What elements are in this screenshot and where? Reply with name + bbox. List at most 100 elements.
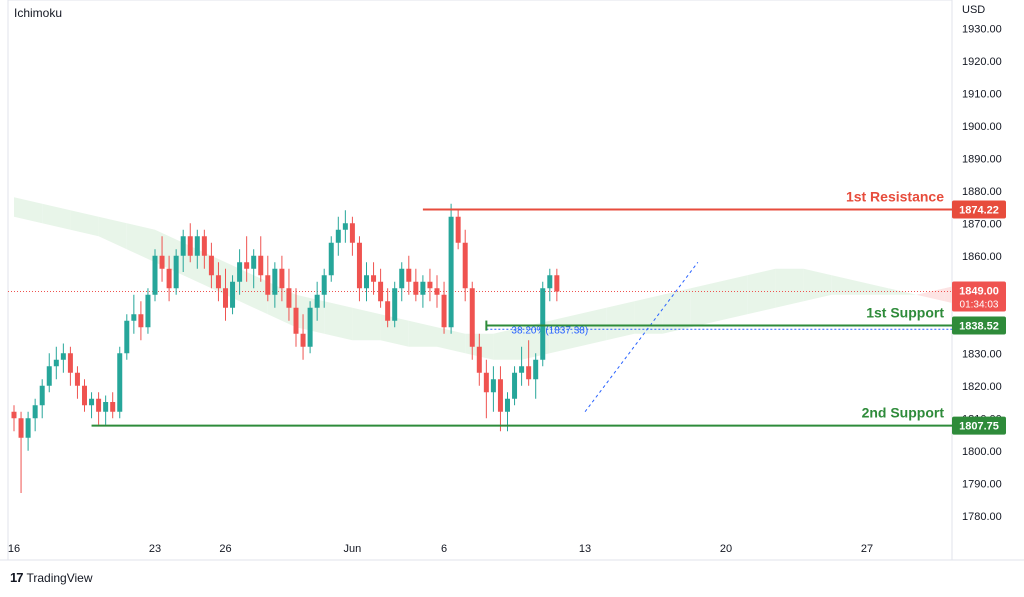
y-tick-label: 1780.00 — [962, 511, 1002, 523]
level-value-label: 1874.22 — [959, 205, 999, 217]
candle-body — [180, 236, 186, 256]
level-name-label: 1st Support — [866, 305, 944, 321]
candle-body — [187, 236, 193, 256]
cloud-segment — [634, 294, 663, 334]
candle-body — [265, 275, 271, 295]
candle-body — [476, 346, 482, 373]
candle-body — [434, 288, 440, 295]
candle-body — [364, 275, 369, 289]
cloud-segment — [803, 268, 832, 302]
candle-body — [96, 398, 102, 412]
x-tick-label: 13 — [579, 543, 591, 555]
candle-body — [378, 281, 384, 302]
candle-body — [39, 385, 45, 406]
candle-body — [230, 281, 236, 308]
candle-body — [349, 223, 355, 243]
fib-level-label: 38.20%(1837.38) — [511, 325, 588, 336]
cloud-segment — [352, 307, 381, 341]
level-value-label: 1838.52 — [959, 321, 999, 333]
candle-body — [145, 294, 151, 328]
candle-body — [272, 268, 278, 295]
candle-body — [32, 405, 38, 419]
candle-body — [223, 288, 228, 308]
candle-body — [448, 216, 454, 328]
candle-body — [300, 333, 306, 347]
y-tick-label: 1790.00 — [962, 478, 1002, 490]
cloud-segment — [690, 281, 719, 328]
candle-body — [314, 294, 320, 308]
ichimoku-cloud — [14, 197, 973, 360]
y-tick-label: 1830.00 — [962, 348, 1002, 360]
cloud-segment — [408, 320, 437, 347]
currency-label: USD — [962, 4, 986, 16]
candles — [11, 203, 560, 493]
cloud-segment — [324, 301, 353, 341]
y-tick-label: 1870.00 — [962, 218, 1002, 230]
candle-body — [540, 288, 546, 360]
y-tick-label: 1880.00 — [962, 186, 1002, 198]
x-tick-label: Jun — [344, 543, 362, 555]
level-value-badge — [952, 316, 1006, 335]
cloud-segment — [775, 268, 804, 308]
fib-trend-line — [584, 261, 699, 413]
candle-body — [74, 372, 80, 386]
cloud-segment — [549, 314, 578, 354]
cloud-segment — [98, 216, 127, 250]
candle-body — [67, 353, 73, 373]
current-price-badge — [952, 281, 1006, 312]
cloud-segment — [831, 275, 860, 295]
candle-body — [173, 255, 179, 289]
candle-body — [420, 281, 426, 295]
candle-body — [11, 411, 17, 419]
x-tick-label: 6 — [441, 543, 447, 555]
x-tick-label: 23 — [149, 543, 161, 555]
candle-body — [124, 320, 130, 354]
candle-body — [335, 229, 341, 243]
candle-body — [18, 418, 24, 438]
candle-body — [406, 268, 412, 282]
candle-body — [469, 288, 475, 347]
brand-name: TradingView — [26, 570, 93, 585]
candle-body — [490, 379, 496, 393]
candle-body — [293, 307, 299, 334]
tradingview-logo-icon: 17 — [10, 570, 24, 585]
candle-body — [554, 275, 560, 292]
level-name-label: 2nd Support — [862, 405, 945, 421]
candle-body — [497, 379, 503, 412]
candle-body — [237, 262, 243, 282]
cloud-segment — [916, 288, 945, 302]
countdown-label: 01:34:03 — [960, 300, 999, 311]
candle-body — [371, 275, 377, 282]
candle-body — [201, 236, 207, 256]
candle-body — [46, 366, 52, 386]
cloud-segment — [126, 223, 155, 263]
candle-body — [208, 255, 214, 276]
candle-body — [526, 366, 532, 380]
candle-body — [138, 314, 144, 328]
level-value-label: 1807.75 — [959, 421, 999, 433]
cloud-segment — [493, 327, 522, 360]
x-tick-label: 16 — [8, 543, 20, 555]
candle-body — [251, 255, 257, 269]
current-price-label: 1849.00 — [959, 286, 999, 298]
candle-body — [413, 281, 419, 295]
candle-body — [131, 314, 137, 321]
y-tick-label: 1930.00 — [962, 23, 1002, 35]
x-tick-label: 26 — [219, 543, 231, 555]
candle-body — [321, 275, 327, 295]
candle-body — [117, 353, 123, 412]
indicator-label[interactable]: Ichimoku — [14, 6, 63, 20]
candle-body — [519, 366, 525, 373]
y-tick-label: 1800.00 — [962, 446, 1002, 458]
tradingview-brand[interactable]: 17 TradingView — [10, 570, 93, 585]
candle-body — [356, 242, 362, 289]
candle-body — [110, 402, 116, 412]
cloud-segment — [860, 281, 889, 295]
candle-body — [385, 301, 391, 321]
candle-body — [60, 353, 66, 360]
candle-body — [512, 372, 518, 399]
x-tick-label: 20 — [720, 543, 732, 555]
cloud-segment — [14, 197, 43, 224]
cloud-segment — [578, 307, 607, 347]
